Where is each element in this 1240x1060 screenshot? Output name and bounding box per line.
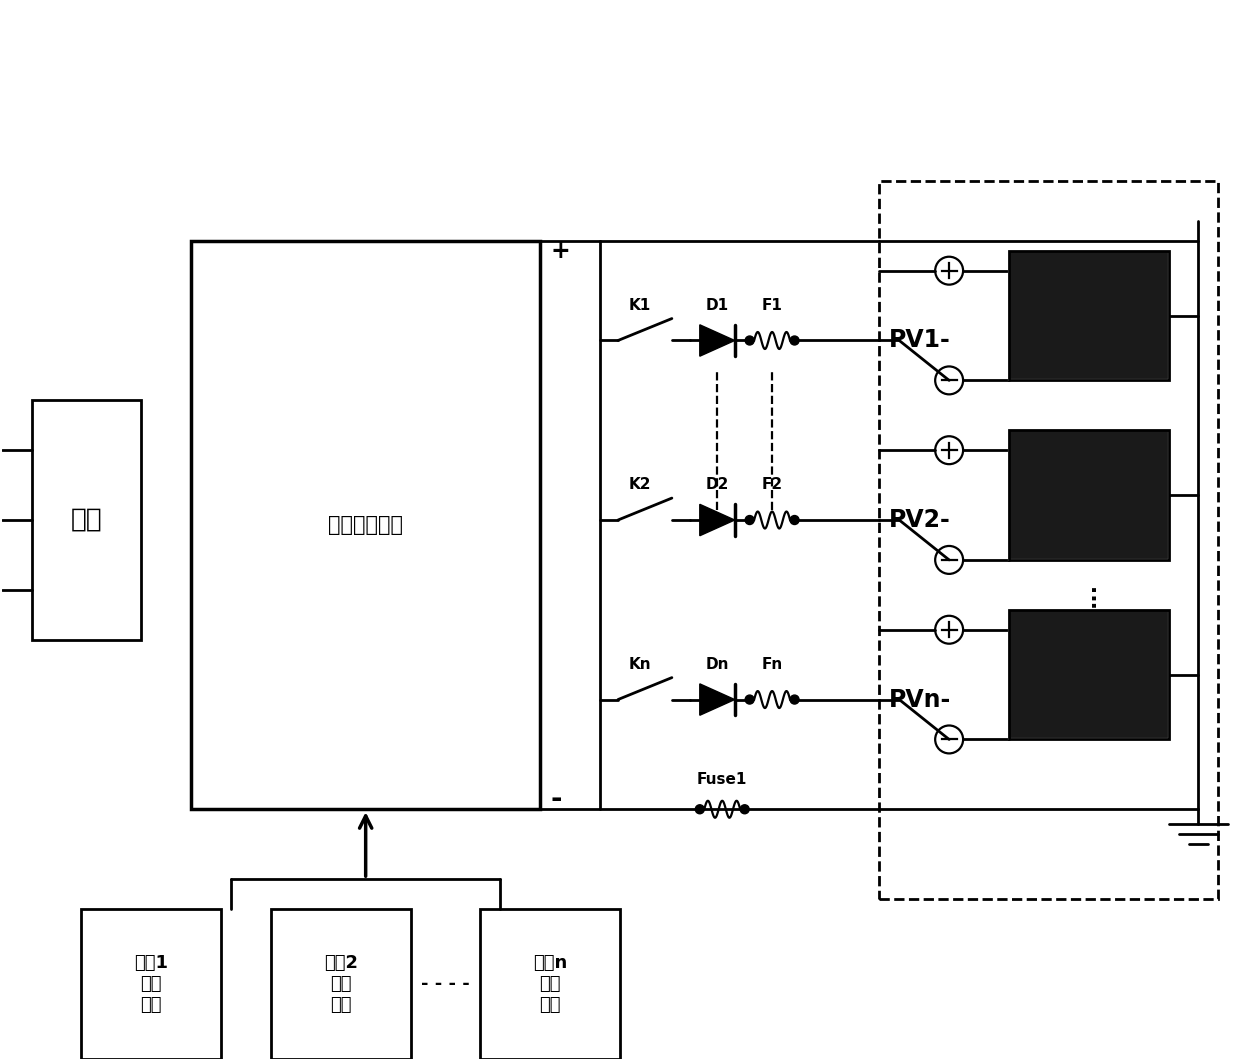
Polygon shape [699, 324, 734, 356]
Text: F2: F2 [761, 477, 782, 492]
Circle shape [745, 336, 754, 344]
Text: 电池2
电压
采样: 电池2 电压 采样 [324, 954, 357, 1013]
Text: K2: K2 [629, 477, 651, 492]
Text: +: + [551, 238, 570, 263]
Bar [480, 909, 620, 1059]
Text: Kn: Kn [629, 656, 651, 672]
Text: Dn: Dn [706, 656, 729, 672]
Text: - - - -: - - - - [422, 975, 470, 993]
Text: Fuse1: Fuse1 [697, 773, 748, 788]
Text: Fn: Fn [761, 656, 782, 672]
Bar [191, 241, 541, 809]
Circle shape [740, 805, 749, 814]
Bar [82, 909, 221, 1059]
Bar [1009, 610, 1168, 740]
Circle shape [745, 515, 754, 525]
Circle shape [745, 695, 754, 704]
Bar [1009, 430, 1168, 560]
Bar [270, 909, 410, 1059]
Text: -: - [551, 785, 562, 813]
Circle shape [790, 336, 799, 344]
Circle shape [790, 695, 799, 704]
Bar [31, 401, 141, 640]
Text: F1: F1 [761, 298, 782, 313]
Text: PV2-: PV2- [889, 508, 951, 532]
Text: PV1-: PV1- [889, 329, 951, 353]
Text: D1: D1 [706, 298, 729, 313]
Polygon shape [699, 505, 734, 535]
Text: 电池1
电压
采样: 电池1 电压 采样 [134, 954, 169, 1013]
Text: 电网: 电网 [71, 507, 102, 533]
Text: PVn-: PVn- [889, 688, 951, 711]
Text: K1: K1 [629, 298, 651, 313]
Text: 电池n
电压
采样: 电池n 电压 采样 [533, 954, 568, 1013]
Bar [1009, 430, 1168, 560]
Bar [1009, 251, 1168, 381]
Bar [879, 181, 1219, 899]
Text: D2: D2 [706, 477, 729, 492]
Polygon shape [699, 684, 734, 716]
Bar [1009, 610, 1168, 740]
Bar [1009, 251, 1168, 381]
Text: ...: ... [1079, 582, 1099, 607]
Circle shape [696, 805, 704, 814]
Text: 高频开关电源: 高频开关电源 [329, 515, 403, 535]
Circle shape [790, 515, 799, 525]
